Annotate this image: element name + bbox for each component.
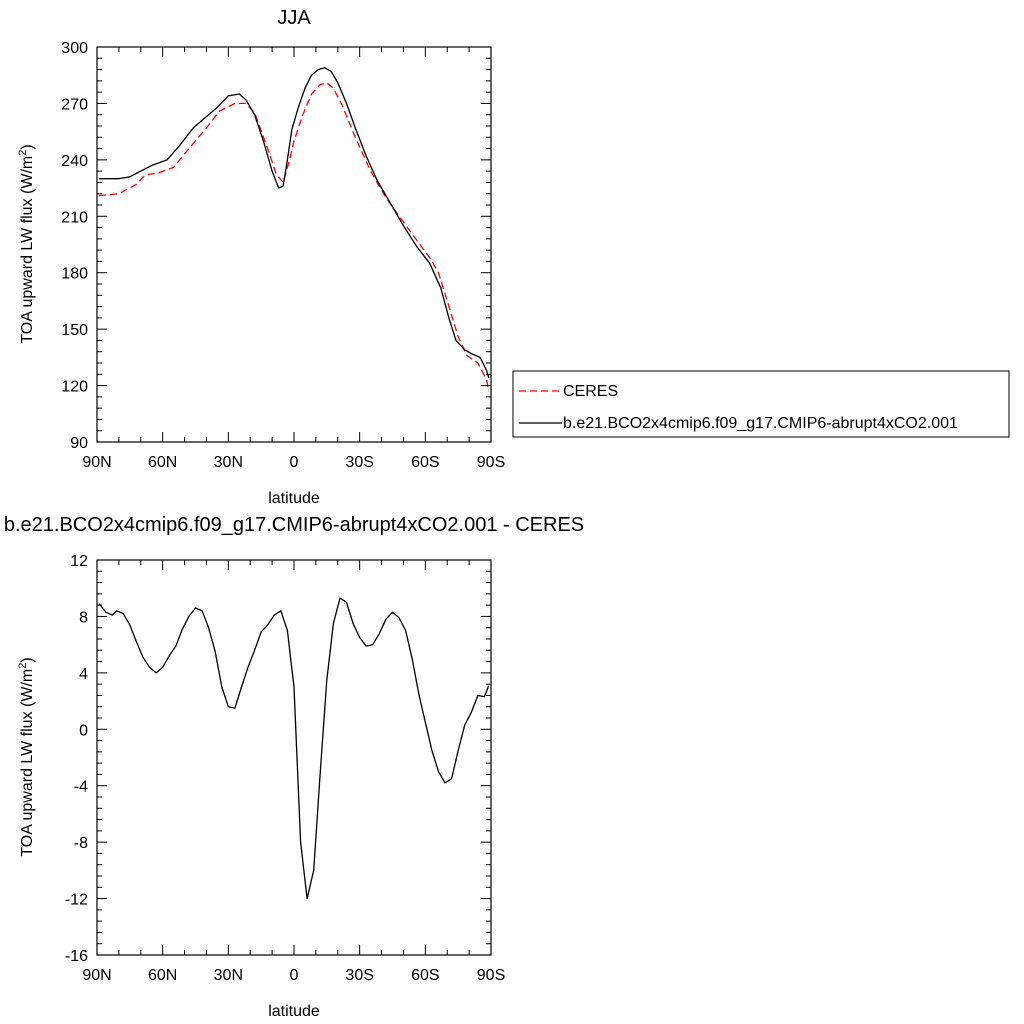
top-y-tick-label: 270 xyxy=(61,96,88,113)
bottom-x-tick-label: 60S xyxy=(411,967,439,984)
legend-box xyxy=(512,370,1010,438)
bottom-x-tick-label: 30S xyxy=(345,967,373,984)
bottom-y-tick-label: 12 xyxy=(70,553,88,570)
bottom-chart-title: b.e21.BCO2x4cmip6.f09_g17.CMIP6-abrupt4x… xyxy=(4,514,584,536)
bottom-y-tick-label: -16 xyxy=(65,948,88,965)
top-x-tick-label: 0 xyxy=(290,454,299,471)
bottom-y-axis-label: TOA upward LW flux (W/m2) xyxy=(17,657,36,856)
bottom-y-tick-label: 8 xyxy=(79,609,88,626)
bottom-x-axis-label: latitude xyxy=(268,1003,320,1020)
bottom-y-tick-label: -4 xyxy=(74,779,88,796)
bottom-y-tick-label: -12 xyxy=(65,892,88,909)
top-y-tick-label: 240 xyxy=(61,153,88,170)
legend-ceres-label: CERES xyxy=(563,383,618,400)
bottom-x-tick-label: 30N xyxy=(214,967,243,984)
top-x-axis-label: latitude xyxy=(268,490,320,507)
top-x-tick-label: 30N xyxy=(214,454,243,471)
legend-model-label: b.e21.BCO2x4cmip6.f09_g17.CMIP6-abrupt4x… xyxy=(563,415,958,432)
top-x-tick-label: 30S xyxy=(345,454,373,471)
top-x-tick-label: 90N xyxy=(82,454,111,471)
top-x-tick-label: 60N xyxy=(148,454,177,471)
bottom-y-axis-label-end: ) xyxy=(19,657,36,662)
top-x-tick-label: 90S xyxy=(477,454,505,471)
bottom-y-tick-label: 0 xyxy=(79,722,88,739)
bottom-y-tick-label: -8 xyxy=(74,835,88,852)
bottom-series-line-0 xyxy=(98,597,490,900)
top-y-axis-label-end: ) xyxy=(19,144,36,149)
top-series-line-1 xyxy=(99,67,490,379)
top-y-tick-label: 180 xyxy=(61,266,88,283)
bottom-panel: b.e21.BCO2x4cmip6.f09_g17.CMIP6-abrupt4x… xyxy=(4,514,584,1020)
top-y-tick-label: 120 xyxy=(61,379,88,396)
top-y-axis-label: TOA upward LW flux (W/m2) xyxy=(17,144,36,343)
top-series-group xyxy=(99,67,490,392)
top-y-tick-label: 150 xyxy=(61,322,88,339)
top-y-tick-label: 210 xyxy=(61,209,88,226)
bottom-series-group xyxy=(98,597,490,900)
bottom-x-tick-label: 60N xyxy=(148,967,177,984)
top-chart-title: JJA xyxy=(277,7,311,29)
top-panel: JJA 90N 60N 30N 0 30S 60S 90S 90 120 150 180 210 240… xyxy=(17,7,1010,507)
top-y-tick-label: 300 xyxy=(61,40,88,57)
top-y-tick-label: 90 xyxy=(70,435,88,452)
top-ticks: 90N 60N 30N 0 30S 60S 90S 90 120 150 180 210 240 270 3… xyxy=(61,40,505,471)
top-y-axis-label-sup: 2 xyxy=(17,150,29,156)
bottom-y-axis-label-sup: 2 xyxy=(17,663,29,669)
bottom-plot-frame xyxy=(96,559,492,956)
top-series-line-0 xyxy=(99,82,490,392)
legend: CERES b.e21.BCO2x4cmip6.f09_g17.CMIP6-ab… xyxy=(512,370,1010,438)
top-plot-frame xyxy=(96,46,492,443)
top-x-tick-label: 60S xyxy=(411,454,439,471)
bottom-y-tick-label: 4 xyxy=(79,666,88,683)
bottom-x-tick-label: 0 xyxy=(290,967,299,984)
bottom-x-tick-label: 90S xyxy=(477,967,505,984)
bottom-x-tick-label: 90N xyxy=(82,967,111,984)
bottom-ticks: 90N 60N 30N 0 30S 60S 90S -16 -12 -8 -4 0 4 8 12 xyxy=(65,553,505,984)
bottom-y-axis-label-main: TOA upward LW flux (W/m xyxy=(19,669,36,857)
top-y-axis-label-main: TOA upward LW flux (W/m xyxy=(19,156,36,344)
